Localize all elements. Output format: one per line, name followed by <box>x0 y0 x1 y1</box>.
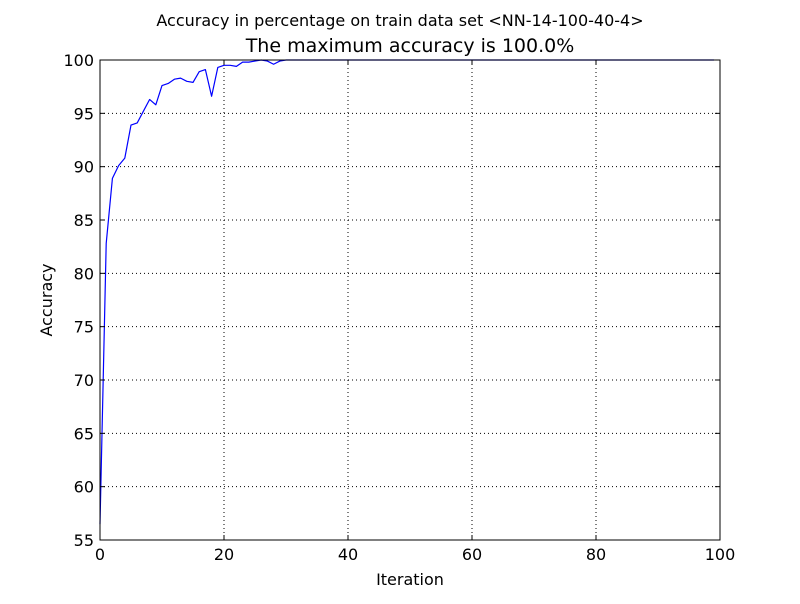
x-tick-label: 100 <box>705 545 736 564</box>
x-tick-label: 60 <box>462 545 482 564</box>
x-tick-label: 40 <box>338 545 358 564</box>
chart-title: The maximum accuracy is 100.0% <box>245 35 575 57</box>
y-tick-label: 80 <box>74 264 94 283</box>
y-tick-label: 60 <box>74 478 94 497</box>
plot-area-frame <box>99 59 721 541</box>
series-line-0 <box>99 59 715 525</box>
x-tick-label: 20 <box>214 545 234 564</box>
y-tick-label: 100 <box>63 51 94 70</box>
y-tick-label: 90 <box>74 158 94 177</box>
y-tick-label: 70 <box>74 371 94 390</box>
grid-lines <box>99 59 721 541</box>
axis-ticks <box>99 59 721 541</box>
chart-suptitle: Accuracy in percentage on train data set… <box>156 11 643 30</box>
y-tick-label: 75 <box>74 318 94 337</box>
x-axis-label: Iteration <box>376 570 444 589</box>
x-tick-label: 0 <box>95 545 105 564</box>
y-axis-label: Accuracy <box>37 263 56 336</box>
y-tick-label: 85 <box>74 211 94 230</box>
tick-labels: 0 20 40 60 80 100 55 60 65 70 75 80 85 90 95 100 <box>63 51 735 564</box>
y-tick-label: 95 <box>74 104 94 123</box>
y-tick-label: 65 <box>74 424 94 443</box>
y-tick-label: 55 <box>74 531 94 550</box>
series-group <box>99 59 715 525</box>
x-tick-label: 80 <box>586 545 606 564</box>
